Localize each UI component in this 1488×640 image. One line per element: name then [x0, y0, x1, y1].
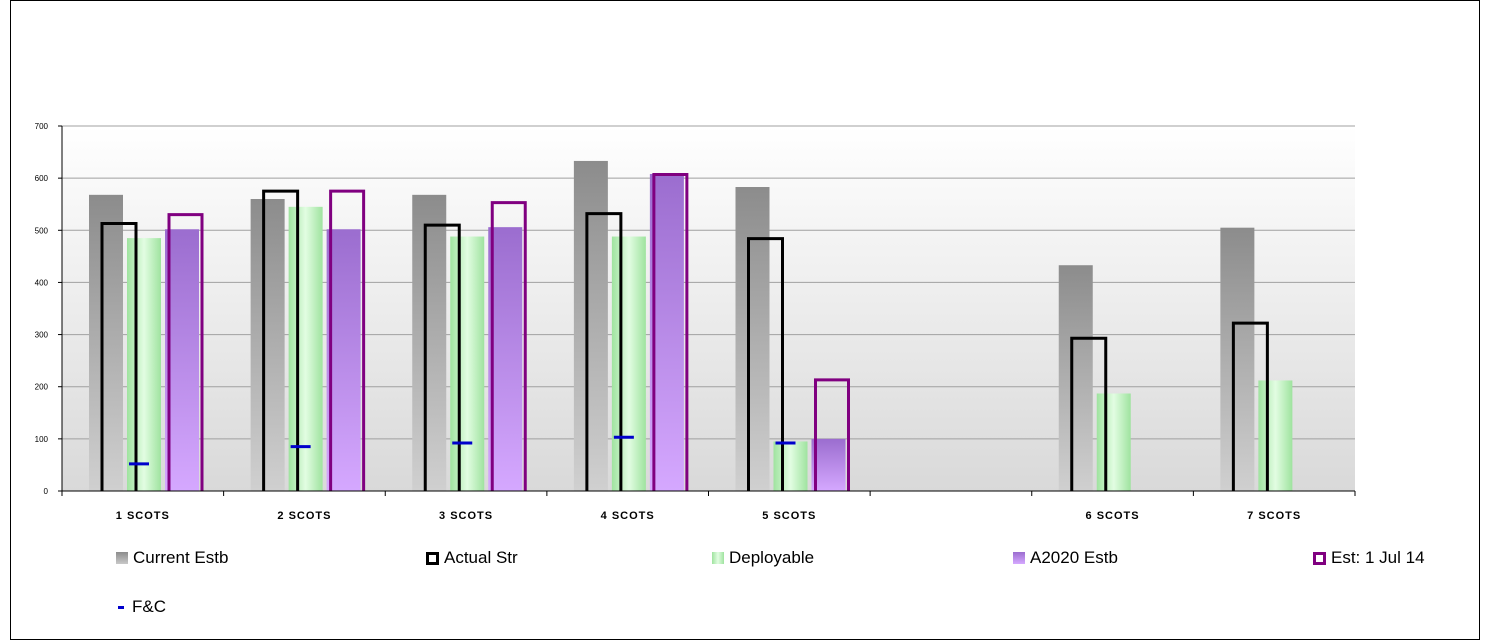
bar-actual-str — [262, 189, 300, 491]
bar-actual-str — [423, 223, 461, 491]
y-tick-label: 700 — [35, 122, 49, 131]
bar-a2020-estb — [488, 227, 523, 491]
x-tick-label: 6 SCOTS — [1086, 510, 1140, 522]
y-tick-label: 0 — [44, 487, 49, 496]
legend-label: Est: 1 Jul 14 — [1331, 548, 1425, 567]
x-tick-label: 7 SCOTS — [1247, 510, 1301, 522]
bar-current-estb — [412, 194, 447, 492]
x-tick-label: 4 SCOTS — [601, 510, 655, 522]
x-tick-label: 3 SCOTS — [439, 510, 493, 522]
legend-item-current-estb: Current Estb — [116, 548, 228, 568]
gray-square-icon — [116, 552, 128, 564]
x-tick-label: 5 SCOTS — [762, 510, 816, 522]
green-square-icon — [712, 552, 724, 564]
y-tick-label: 200 — [35, 383, 49, 392]
y-tick-label: 500 — [35, 226, 49, 235]
legend-label: F&C — [132, 597, 166, 616]
legend-item-a2020-estb: A2020 Estb — [1013, 548, 1118, 568]
chart-plot: 0 100 200 300 400 500 600 700 1 SCOTS 2 SCOTS 3 SC… — [35, 122, 1356, 522]
bar-current-estb — [89, 194, 123, 492]
bar-actual-str — [100, 222, 138, 491]
bar-actual-str — [585, 212, 623, 491]
bar-a2020-estb — [811, 438, 846, 491]
bar-est-1-jul-14 — [490, 201, 527, 491]
bar-deployable — [773, 441, 808, 491]
bars — [89, 160, 1293, 492]
axes: 0 100 200 300 400 500 600 700 1 SCOTS 2 SCOTS 3 SC… — [35, 122, 1356, 522]
bar-actual-str — [1070, 336, 1108, 491]
bar-a2020-estb — [649, 173, 684, 491]
bar-actual-str — [1231, 321, 1269, 491]
legend-item-actual-str: Actual Str — [426, 548, 518, 568]
y-tick-label: 400 — [35, 278, 49, 287]
x-tick-label: 1 SCOTS — [116, 510, 170, 522]
legend-label: Actual Str — [444, 548, 518, 567]
legend-item-est-1-jul-14: Est: 1 Jul 14 — [1313, 548, 1425, 568]
purple-square-icon — [1013, 552, 1025, 564]
legend-label: Current Estb — [133, 548, 229, 567]
bar-est-1-jul-14 — [167, 213, 204, 491]
legend-label: Deployable — [729, 548, 815, 567]
bar-a2020-estb — [165, 229, 199, 491]
bar-est-1-jul-14 — [329, 189, 366, 491]
bar-deployable — [450, 236, 485, 491]
bar-current-estb — [1058, 265, 1093, 491]
bar-deployable — [1096, 393, 1131, 491]
bar-deployable — [288, 206, 323, 492]
bar-current-estb — [1220, 227, 1255, 491]
purple-outline-square-icon — [1313, 551, 1326, 565]
x-tick-label: 2 SCOTS — [277, 510, 331, 522]
y-tick-label: 600 — [35, 174, 49, 183]
bar-est-1-jul-14 — [814, 378, 850, 491]
bar-current-estb — [573, 160, 608, 491]
legend-label: A2020 Estb — [1030, 548, 1118, 567]
black-outline-square-icon — [426, 551, 439, 565]
bar-current-estb — [250, 199, 285, 491]
bar-est-1-jul-14 — [652, 172, 689, 491]
legend-item-deployable: Deployable — [712, 548, 814, 568]
bar-current-estb — [735, 187, 770, 491]
bar-actual-str — [747, 237, 784, 491]
y-tick-label: 300 — [35, 331, 49, 340]
bar-deployable — [611, 236, 646, 491]
bar-deployable — [127, 238, 161, 491]
blue-dash-icon — [118, 605, 124, 609]
y-tick-label: 100 — [35, 435, 49, 444]
bar-deployable — [1258, 380, 1293, 491]
legend-item-f-and-c: F&C — [118, 597, 166, 617]
bar-a2020-estb — [326, 229, 361, 491]
